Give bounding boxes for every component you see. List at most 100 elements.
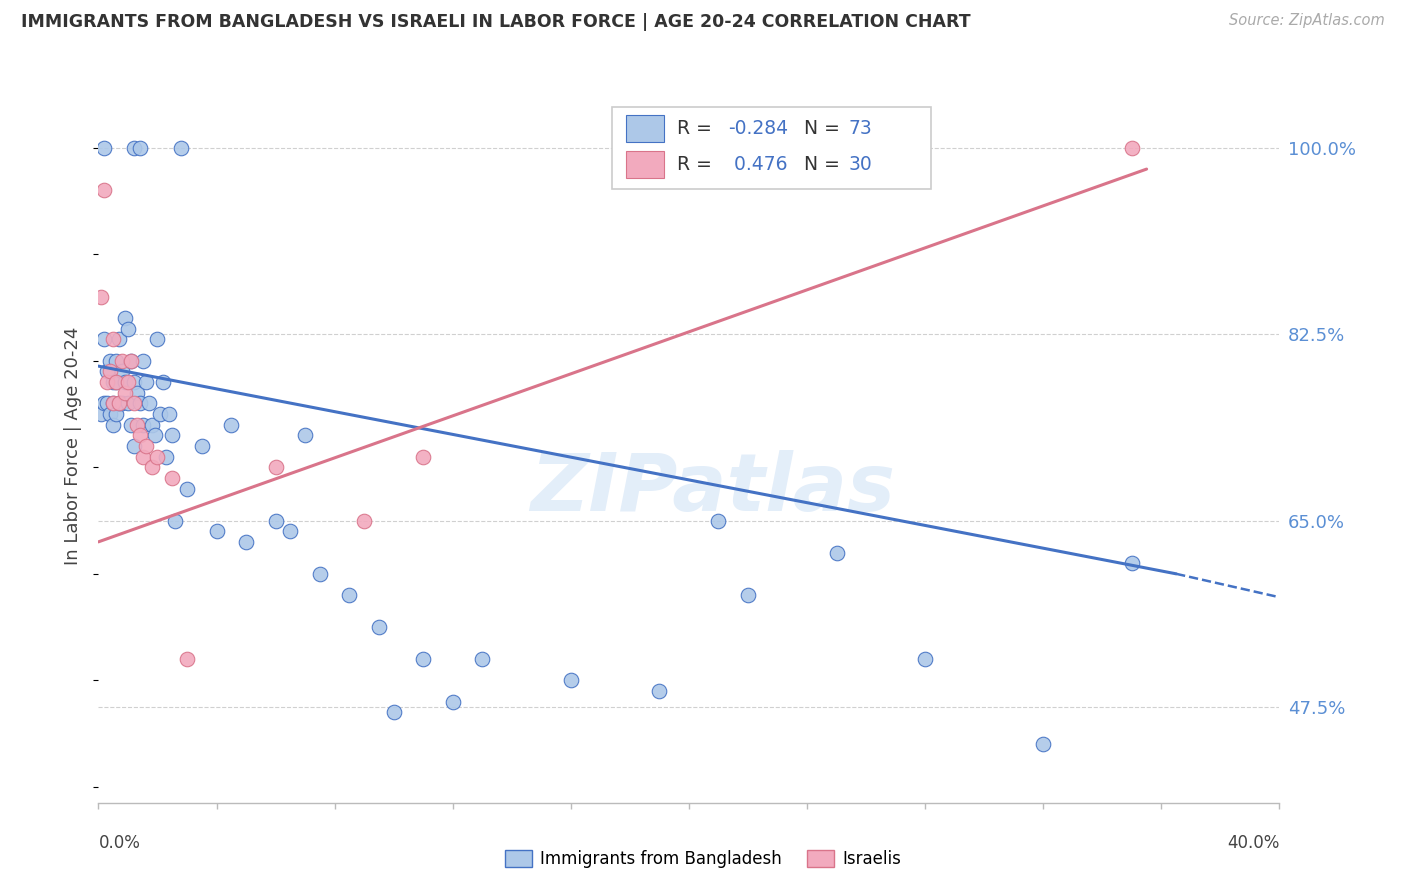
FancyBboxPatch shape — [626, 151, 664, 178]
Point — [122, 439, 145, 453]
Point — [205, 524, 228, 539]
Point — [471, 652, 494, 666]
Point — [412, 652, 434, 666]
Point — [149, 407, 172, 421]
Point — [155, 450, 177, 464]
Point — [141, 417, 163, 432]
Point — [103, 396, 125, 410]
Point — [108, 396, 131, 410]
Point — [737, 588, 759, 602]
Point — [143, 428, 166, 442]
FancyBboxPatch shape — [626, 115, 664, 142]
Point — [264, 460, 287, 475]
Point — [105, 375, 128, 389]
Point — [93, 396, 115, 410]
Point — [120, 353, 142, 368]
Point — [117, 396, 139, 410]
Point — [117, 322, 139, 336]
Point — [162, 471, 183, 485]
Point — [165, 514, 187, 528]
Point — [105, 407, 128, 421]
Text: -0.284: -0.284 — [728, 119, 787, 138]
Point — [176, 652, 198, 666]
Point — [353, 514, 375, 528]
Y-axis label: In Labor Force | Age 20-24: In Labor Force | Age 20-24 — [65, 326, 83, 566]
Point — [125, 417, 148, 432]
Point — [114, 375, 136, 389]
Point — [122, 396, 145, 410]
Point — [90, 407, 112, 421]
Point — [135, 439, 157, 453]
Point — [235, 534, 257, 549]
Point — [132, 353, 155, 368]
Point — [1121, 556, 1143, 570]
Point — [93, 141, 115, 155]
Point — [141, 460, 163, 475]
Point — [157, 407, 180, 421]
Point — [278, 524, 302, 539]
Text: R =: R = — [678, 119, 718, 138]
Point — [294, 428, 316, 442]
Point — [120, 417, 142, 432]
Point — [98, 407, 121, 421]
Point — [103, 375, 125, 389]
Point — [648, 684, 671, 698]
Point — [707, 514, 730, 528]
Point — [125, 385, 148, 400]
Point — [114, 311, 136, 326]
Point — [146, 333, 169, 347]
FancyBboxPatch shape — [612, 107, 931, 189]
Point — [98, 353, 121, 368]
Text: 73: 73 — [848, 119, 872, 138]
Point — [105, 375, 128, 389]
Point — [382, 706, 405, 720]
Point — [128, 141, 150, 155]
Point — [93, 333, 115, 347]
Point — [122, 141, 145, 155]
Point — [111, 353, 134, 368]
Text: Source: ZipAtlas.com: Source: ZipAtlas.com — [1229, 13, 1385, 29]
Text: ZIPatlas: ZIPatlas — [530, 450, 896, 528]
Point — [93, 183, 115, 197]
Point — [339, 588, 360, 602]
Point — [264, 514, 287, 528]
Point — [108, 333, 131, 347]
Text: 30: 30 — [848, 154, 872, 174]
Point — [135, 375, 157, 389]
Point — [128, 428, 150, 442]
Text: N =: N = — [803, 154, 845, 174]
Point — [170, 141, 193, 155]
Point — [105, 353, 128, 368]
Point — [114, 385, 136, 400]
Point — [111, 396, 134, 410]
Point — [111, 364, 134, 378]
Point — [96, 396, 118, 410]
Point — [103, 333, 125, 347]
Text: N =: N = — [803, 119, 845, 138]
Text: R =: R = — [678, 154, 718, 174]
Point — [191, 439, 214, 453]
Point — [309, 566, 332, 581]
Point — [368, 620, 391, 634]
Point — [441, 695, 464, 709]
Point — [825, 545, 848, 559]
Point — [108, 396, 131, 410]
Point — [1032, 737, 1054, 751]
Point — [412, 450, 434, 464]
Point — [96, 364, 118, 378]
Legend: Immigrants from Bangladesh, Israelis: Immigrants from Bangladesh, Israelis — [499, 843, 907, 875]
Point — [120, 353, 142, 368]
Point — [103, 417, 125, 432]
Point — [96, 375, 118, 389]
Point — [152, 375, 174, 389]
Point — [132, 417, 155, 432]
Text: IMMIGRANTS FROM BANGLADESH VS ISRAELI IN LABOR FORCE | AGE 20-24 CORRELATION CHA: IMMIGRANTS FROM BANGLADESH VS ISRAELI IN… — [21, 13, 970, 31]
Point — [146, 450, 169, 464]
Point — [914, 652, 936, 666]
Text: 40.0%: 40.0% — [1227, 834, 1279, 852]
Point — [132, 450, 155, 464]
Point — [138, 396, 160, 410]
Point — [103, 396, 125, 410]
Point — [219, 417, 242, 432]
Point — [162, 428, 183, 442]
